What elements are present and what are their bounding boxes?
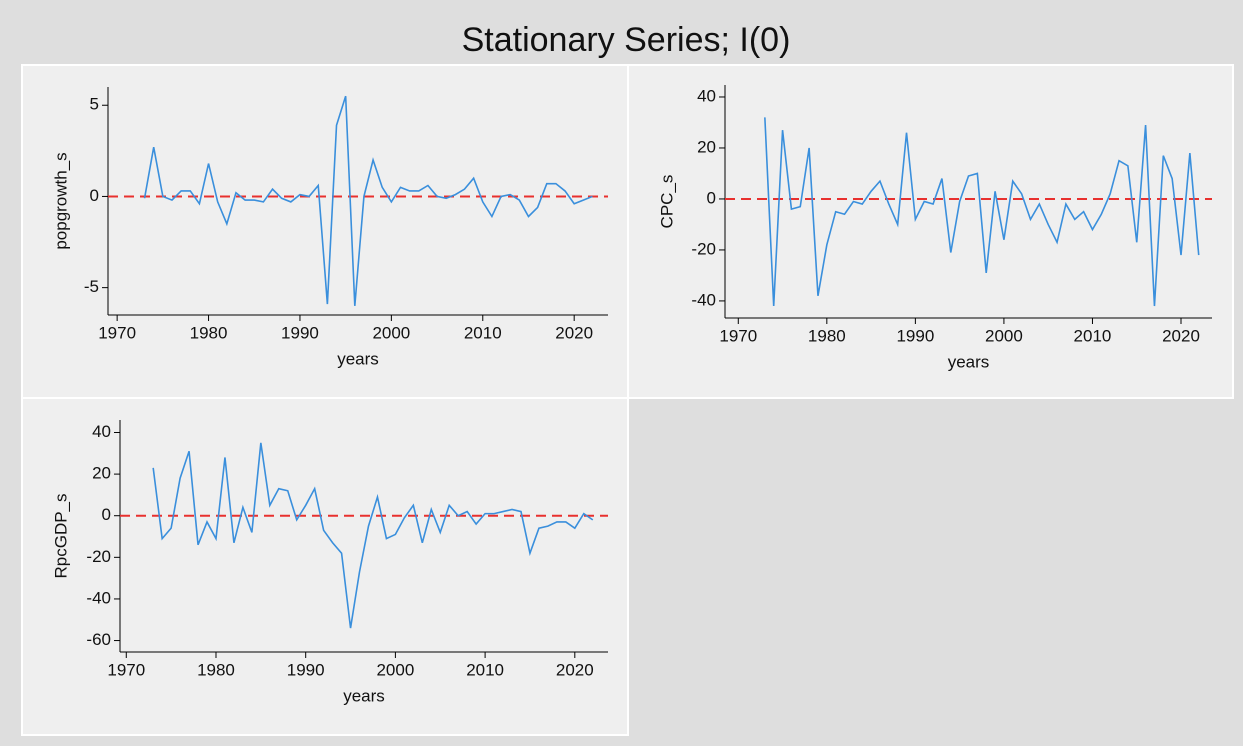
x-tick-label: 1970 bbox=[98, 323, 136, 342]
x-tick-label: 1980 bbox=[190, 323, 228, 342]
x-tick-label: 2010 bbox=[466, 660, 504, 679]
x-tick-label: 2020 bbox=[555, 323, 593, 342]
y-tick-label: -5 bbox=[84, 277, 99, 296]
x-axis-label: years bbox=[343, 686, 385, 705]
x-tick-label: 2000 bbox=[376, 660, 414, 679]
y-tick-label: 0 bbox=[90, 186, 99, 205]
y-tick-label: -20 bbox=[691, 239, 716, 258]
x-tick-label: 2020 bbox=[556, 660, 594, 679]
data-line bbox=[764, 117, 1200, 307]
x-tick-label: 2010 bbox=[1074, 326, 1112, 345]
y-tick-label: 5 bbox=[90, 95, 99, 114]
y-tick-label: 0 bbox=[707, 188, 716, 207]
x-tick-label: 1990 bbox=[896, 326, 934, 345]
x-tick-label: 2020 bbox=[1162, 326, 1200, 345]
data-line bbox=[152, 442, 594, 629]
data-line bbox=[143, 95, 593, 306]
x-tick-label: 1970 bbox=[719, 326, 757, 345]
x-tick-label: 1980 bbox=[808, 326, 846, 345]
panel bbox=[627, 64, 1234, 399]
y-tick-label: -40 bbox=[86, 588, 111, 607]
y-axis-label: RpcGDP_s bbox=[51, 493, 70, 578]
y-tick-label: -20 bbox=[86, 547, 111, 566]
y-axis-label: CPC_s bbox=[657, 175, 676, 229]
y-tick-label: 20 bbox=[92, 464, 111, 483]
x-axis-label: years bbox=[948, 352, 990, 371]
y-tick-label: 40 bbox=[697, 86, 716, 105]
y-tick-label: 20 bbox=[697, 137, 716, 156]
y-tick-label: -60 bbox=[86, 630, 111, 649]
subplot: -60 -40 -20 0 20 40 1970 1980 1990 2000 2010 2020 ye… bbox=[21, 397, 629, 736]
figure-title: Stationary Series; I(0) bbox=[462, 21, 791, 59]
subplot: -40 -20 0 20 40 1970 1980 1990 2000 2010 2020 years… bbox=[627, 64, 1234, 399]
x-axis-label: years bbox=[337, 349, 379, 368]
panel bbox=[21, 64, 629, 399]
x-tick-label: 2010 bbox=[464, 323, 502, 342]
subplot: -5 0 5 1970 1980 1990 2000 2010 2020 years popgrow… bbox=[21, 64, 629, 399]
x-tick-label: 2000 bbox=[372, 323, 410, 342]
x-tick-label: 1990 bbox=[281, 323, 319, 342]
y-tick-label: 40 bbox=[92, 422, 111, 441]
panel bbox=[21, 397, 629, 736]
x-tick-label: 1970 bbox=[107, 660, 145, 679]
y-tick-label: 0 bbox=[102, 505, 111, 524]
x-tick-label: 2000 bbox=[985, 326, 1023, 345]
y-axis-label: popgrowth_s bbox=[51, 152, 70, 249]
x-tick-label: 1990 bbox=[287, 660, 325, 679]
x-tick-label: 1980 bbox=[197, 660, 235, 679]
y-tick-label: -40 bbox=[691, 290, 716, 309]
